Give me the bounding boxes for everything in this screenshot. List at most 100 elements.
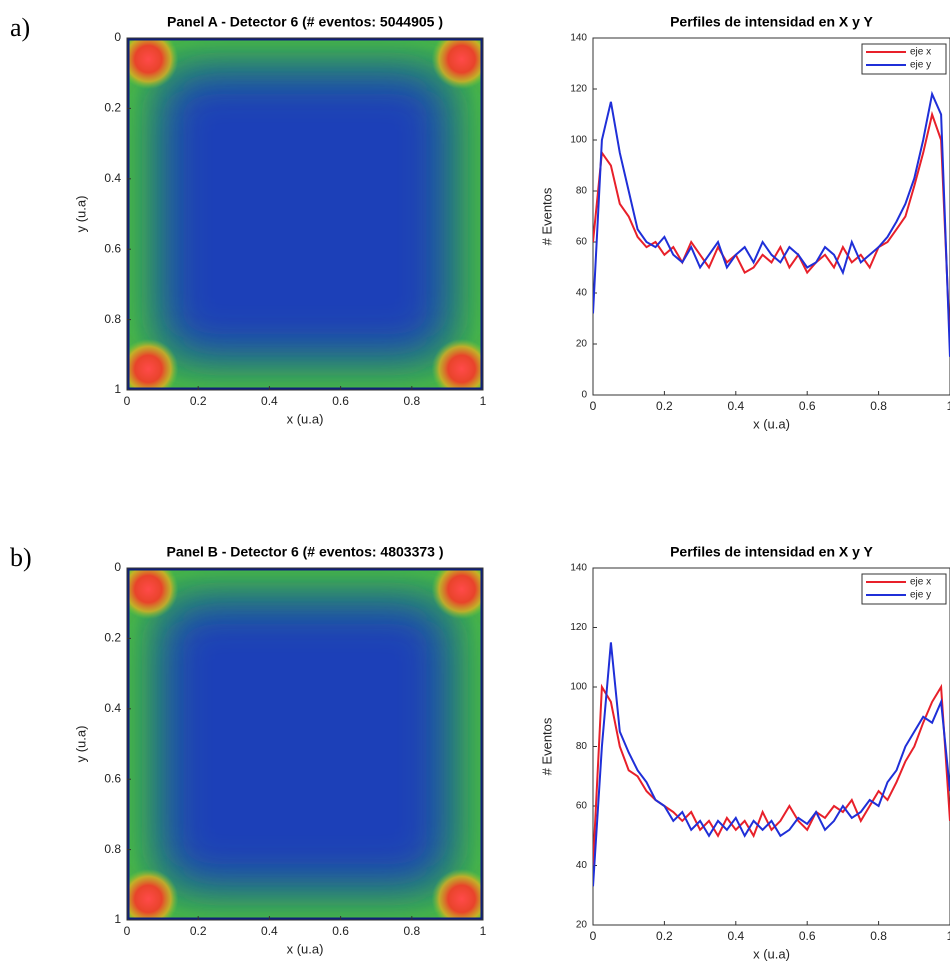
y-axis-label: # Eventos: [539, 187, 554, 245]
x-tick-label: 0.6: [799, 399, 816, 413]
x-tick-label: 1: [947, 929, 950, 943]
x-tick-label: 0.8: [403, 924, 420, 938]
chart-title: Perfiles de intensidad en X y Y: [670, 544, 873, 560]
plot-area: [593, 568, 950, 925]
series-line: [593, 110, 950, 345]
x-tick-label: 1: [947, 399, 950, 413]
legend-label: eje x: [910, 47, 931, 58]
series-line: [593, 683, 950, 866]
x-tick-label: 1: [480, 394, 487, 408]
heatmap-hotspot: [431, 338, 483, 390]
chart: Perfiles de intensidad en X y Y 0 0.2 0.4 0.…: [539, 14, 950, 431]
x-tick-label: 0.6: [332, 924, 349, 938]
y-tick-label: 140: [570, 563, 587, 574]
y-tick-label: 40: [576, 860, 588, 871]
x-tick-label: 0.6: [799, 929, 816, 943]
legend-label: eje y: [910, 590, 931, 601]
x-tick-label: 0: [124, 394, 131, 408]
y-tick-label: 0.2: [104, 101, 121, 115]
legend-label: eje y: [910, 60, 931, 71]
x-tick-label: 0.8: [403, 394, 420, 408]
y-tick-label: 100: [570, 682, 587, 693]
y-tick-label: 0: [114, 560, 121, 574]
heatmap-hotspot: [431, 568, 483, 620]
axes-frame: [126, 567, 484, 921]
heatmap-core: [162, 73, 448, 355]
y-tick-label: 60: [576, 237, 588, 248]
x-tick-label: 1: [480, 924, 487, 938]
heatmap-image: [127, 38, 483, 390]
y-tick-label: 120: [570, 622, 587, 633]
x-axis-label: x (u.a): [287, 941, 324, 956]
lines: [593, 642, 950, 887]
x-tick-label: 0.4: [727, 929, 744, 943]
panel-label: a): [10, 13, 30, 42]
x-tick-label: 0.2: [656, 929, 673, 943]
y-tick-label: 100: [570, 135, 587, 146]
y-axis-label: y (u.a): [73, 726, 88, 763]
y-tick-label: 0.4: [104, 171, 121, 185]
y-tick-label: 120: [570, 84, 587, 95]
x-tick-label: 0.2: [656, 399, 673, 413]
chart-title: Perfiles de intensidad en X y Y: [670, 14, 873, 30]
panel-label: b): [10, 543, 32, 572]
y-tick-label: 1: [114, 912, 121, 926]
x-tick-label: 0.8: [870, 929, 887, 943]
axes-frame: [126, 37, 484, 391]
y-tick-label: 0.6: [104, 241, 121, 255]
heatmap-border: [127, 38, 483, 390]
plot-area: [593, 38, 950, 395]
y-tick-label: 20: [576, 339, 588, 350]
heatmap-hotspot: [431, 868, 483, 920]
heatmap-hotspot: [431, 38, 483, 90]
legend-label: eje x: [910, 577, 931, 588]
y-tick-label: 40: [576, 288, 588, 299]
y-tick-label: 0: [114, 30, 121, 44]
x-tick-label: 0.8: [870, 399, 887, 413]
x-tick-label: 0: [590, 399, 597, 413]
y-tick-label: 20: [576, 920, 588, 931]
legend-box: [861, 573, 947, 605]
x-tick-label: 0.2: [190, 394, 207, 408]
y-tick-label: 1: [114, 382, 121, 396]
x-tick-label: 0.6: [332, 394, 349, 408]
chart: Panel A - Detector 6 (# eventos: 5044905…: [10, 13, 487, 426]
y-tick-label: 0.8: [104, 312, 121, 326]
heatmap-hotspot: [127, 38, 179, 90]
y-axis-label: # Eventos: [539, 717, 554, 775]
y-axis-label: y (u.a): [73, 196, 88, 233]
x-tick-label: 0.4: [261, 394, 278, 408]
chart: Panel B - Detector 6 (# eventos: 4803373…: [10, 543, 487, 956]
heatmap-hotspot: [127, 568, 179, 620]
x-axis-label: x (u.a): [287, 411, 324, 426]
x-tick-label: 0.4: [261, 924, 278, 938]
lines: [593, 90, 950, 357]
heatmap-image: [127, 568, 483, 920]
x-tick-label: 0.4: [727, 399, 744, 413]
x-tick-label: 0: [590, 929, 597, 943]
chart-title: Panel A - Detector 6 (# eventos: 5044905…: [167, 14, 443, 30]
heatmap-core: [162, 603, 448, 885]
legend-box: [861, 43, 947, 75]
y-tick-label: 60: [576, 801, 588, 812]
y-tick-label: 0.6: [104, 771, 121, 785]
heatmap-border: [127, 568, 483, 920]
y-tick-label: 0.2: [104, 631, 121, 645]
x-tick-label: 0: [124, 924, 131, 938]
axes-frame: [592, 37, 950, 396]
y-tick-label: 0.8: [104, 842, 121, 856]
y-tick-label: 80: [576, 186, 588, 197]
y-tick-label: 80: [576, 741, 588, 752]
y-tick-label: 140: [570, 33, 587, 44]
heatmap-hotspot: [127, 868, 179, 920]
series-line: [593, 642, 950, 887]
y-tick-label: 0.4: [104, 701, 121, 715]
y-tick-label: 0: [581, 390, 587, 401]
x-axis-label: x (u.a): [753, 946, 790, 961]
chart-title: Panel B - Detector 6 (# eventos: 4803373…: [166, 544, 443, 560]
x-axis-label: x (u.a): [753, 416, 790, 431]
heatmap-hotspot: [127, 338, 179, 390]
x-tick-label: 0.2: [190, 924, 207, 938]
